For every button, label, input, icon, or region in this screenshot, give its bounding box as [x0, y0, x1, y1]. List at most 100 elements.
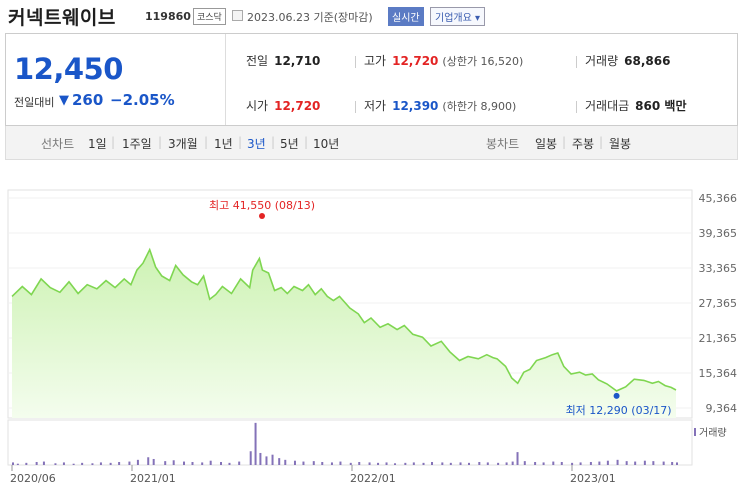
volume-bar	[62, 462, 65, 465]
volume-bar	[505, 462, 508, 465]
volume-bar	[662, 461, 665, 465]
volume-bar	[339, 461, 342, 465]
volume-bar	[589, 461, 592, 465]
volume-bar	[652, 461, 655, 465]
volume-bar	[321, 461, 324, 465]
volume-bar	[201, 462, 204, 465]
volume-bar	[109, 462, 112, 465]
prev-close: 전일 12,710	[246, 54, 321, 68]
y-tick-label: 9,364	[706, 402, 738, 415]
volume-bar	[625, 461, 628, 465]
y-tick-label: 45,366	[699, 192, 738, 205]
volume-bar	[523, 461, 526, 465]
volume-bar	[183, 461, 186, 465]
volume-bar	[35, 461, 38, 465]
tab-weekly-candle[interactable]: 주봉	[572, 137, 595, 151]
tab-monthly-candle[interactable]: 월봉	[609, 137, 632, 151]
current-price: 12,450	[14, 52, 123, 86]
y-tick-label: 21,365	[699, 332, 738, 345]
volume-bar	[265, 456, 268, 465]
compare-label: 전일대비	[14, 96, 55, 109]
line-chart-label: 선차트	[41, 137, 75, 151]
tab-3y[interactable]: 3년	[247, 137, 266, 151]
divider	[225, 34, 226, 125]
volume-bar	[128, 461, 131, 465]
volume-bar	[571, 462, 574, 465]
min-marker	[613, 392, 620, 399]
volume-bar	[511, 461, 514, 465]
volume-bar	[377, 462, 380, 465]
x-tick-label: 2023/01	[570, 472, 616, 485]
volume-bar	[249, 451, 252, 465]
volume-bar	[422, 462, 425, 465]
tab-1w[interactable]: 1주일	[122, 137, 152, 151]
volume-bar	[238, 461, 241, 465]
volume-bar	[293, 460, 296, 465]
volume-bar	[219, 461, 222, 465]
tab-daily-candle[interactable]: 일봉	[535, 137, 558, 151]
company-info-dropdown[interactable]: 기업개요 ▾	[430, 7, 485, 26]
volume-bar	[54, 463, 57, 465]
x-tick-label: 2022/01	[350, 472, 396, 485]
volume-bar	[228, 462, 231, 465]
volume-bar	[468, 462, 471, 465]
volume-bar	[606, 460, 609, 465]
price-change: 260	[72, 91, 104, 109]
high-price: 고가 12,720 (상한가 16,520)	[355, 52, 523, 69]
volume-bar	[516, 452, 519, 465]
stock-header: 커넥트웨이브 119860 코스닥 2023.06.23 기준(장마감) 실시간…	[0, 0, 743, 32]
tab-5y[interactable]: 5년	[280, 137, 299, 151]
volume-bar	[676, 462, 678, 465]
volume-bar	[385, 462, 388, 465]
volume-bar	[278, 458, 281, 465]
volume-bar	[560, 461, 563, 465]
volume-bar	[643, 460, 646, 465]
volume-bar	[358, 461, 361, 465]
volume-frame	[7, 419, 693, 466]
volume-bar	[25, 462, 28, 465]
volume-bar	[302, 461, 305, 465]
volume-bar	[152, 458, 155, 465]
volume-bar	[136, 459, 139, 465]
volume: 거래량 68,866	[576, 52, 670, 69]
volume-bar	[478, 461, 481, 465]
tab-1d[interactable]: 1일	[88, 137, 107, 151]
volume-bar	[147, 457, 150, 465]
volume-bar	[209, 460, 212, 465]
volume-bar	[634, 461, 637, 465]
tab-1y[interactable]: 1년	[214, 137, 233, 151]
y-tick-label: 15,364	[699, 367, 738, 380]
max-label: 최고 41,550 (08/13)	[209, 199, 315, 212]
volume-bar	[349, 462, 352, 465]
stock-name: 커넥트웨이브	[8, 7, 116, 29]
realtime-button[interactable]: 실시간	[388, 7, 424, 26]
volume-bar	[99, 462, 102, 465]
candle-chart-label: 봉차트	[486, 137, 520, 151]
volume-bar	[449, 462, 452, 465]
volume-bar	[91, 463, 94, 465]
volume-bar	[394, 463, 397, 465]
volume-legend-swatch	[694, 428, 696, 436]
trade-amount: 거래대금 860 백만	[576, 97, 686, 114]
volume-bar	[164, 461, 167, 465]
stock-code: 119860	[145, 10, 191, 23]
tab-3m[interactable]: 3개월	[168, 137, 198, 151]
calendar-icon	[232, 10, 243, 21]
price-date: 2023.06.23 기준(장마감)	[247, 11, 373, 24]
open-price: 시가 12,720	[246, 99, 321, 113]
volume-bar	[172, 460, 175, 465]
volume-bar	[271, 454, 274, 465]
tab-10y[interactable]: 10년	[313, 137, 340, 151]
y-tick-label: 33,365	[699, 262, 738, 275]
low-price: 저가 12,390 (하한가 8,900)	[355, 97, 516, 114]
volume-bar	[81, 462, 84, 465]
volume-bar	[368, 462, 371, 465]
price-area	[12, 249, 676, 418]
volume-bar	[412, 462, 415, 465]
volume-bar	[441, 462, 444, 465]
y-tick-label: 39,365	[699, 227, 738, 240]
volume-bar	[542, 462, 545, 465]
x-tick-label: 2021/01	[130, 472, 176, 485]
volume-bar	[72, 463, 75, 465]
